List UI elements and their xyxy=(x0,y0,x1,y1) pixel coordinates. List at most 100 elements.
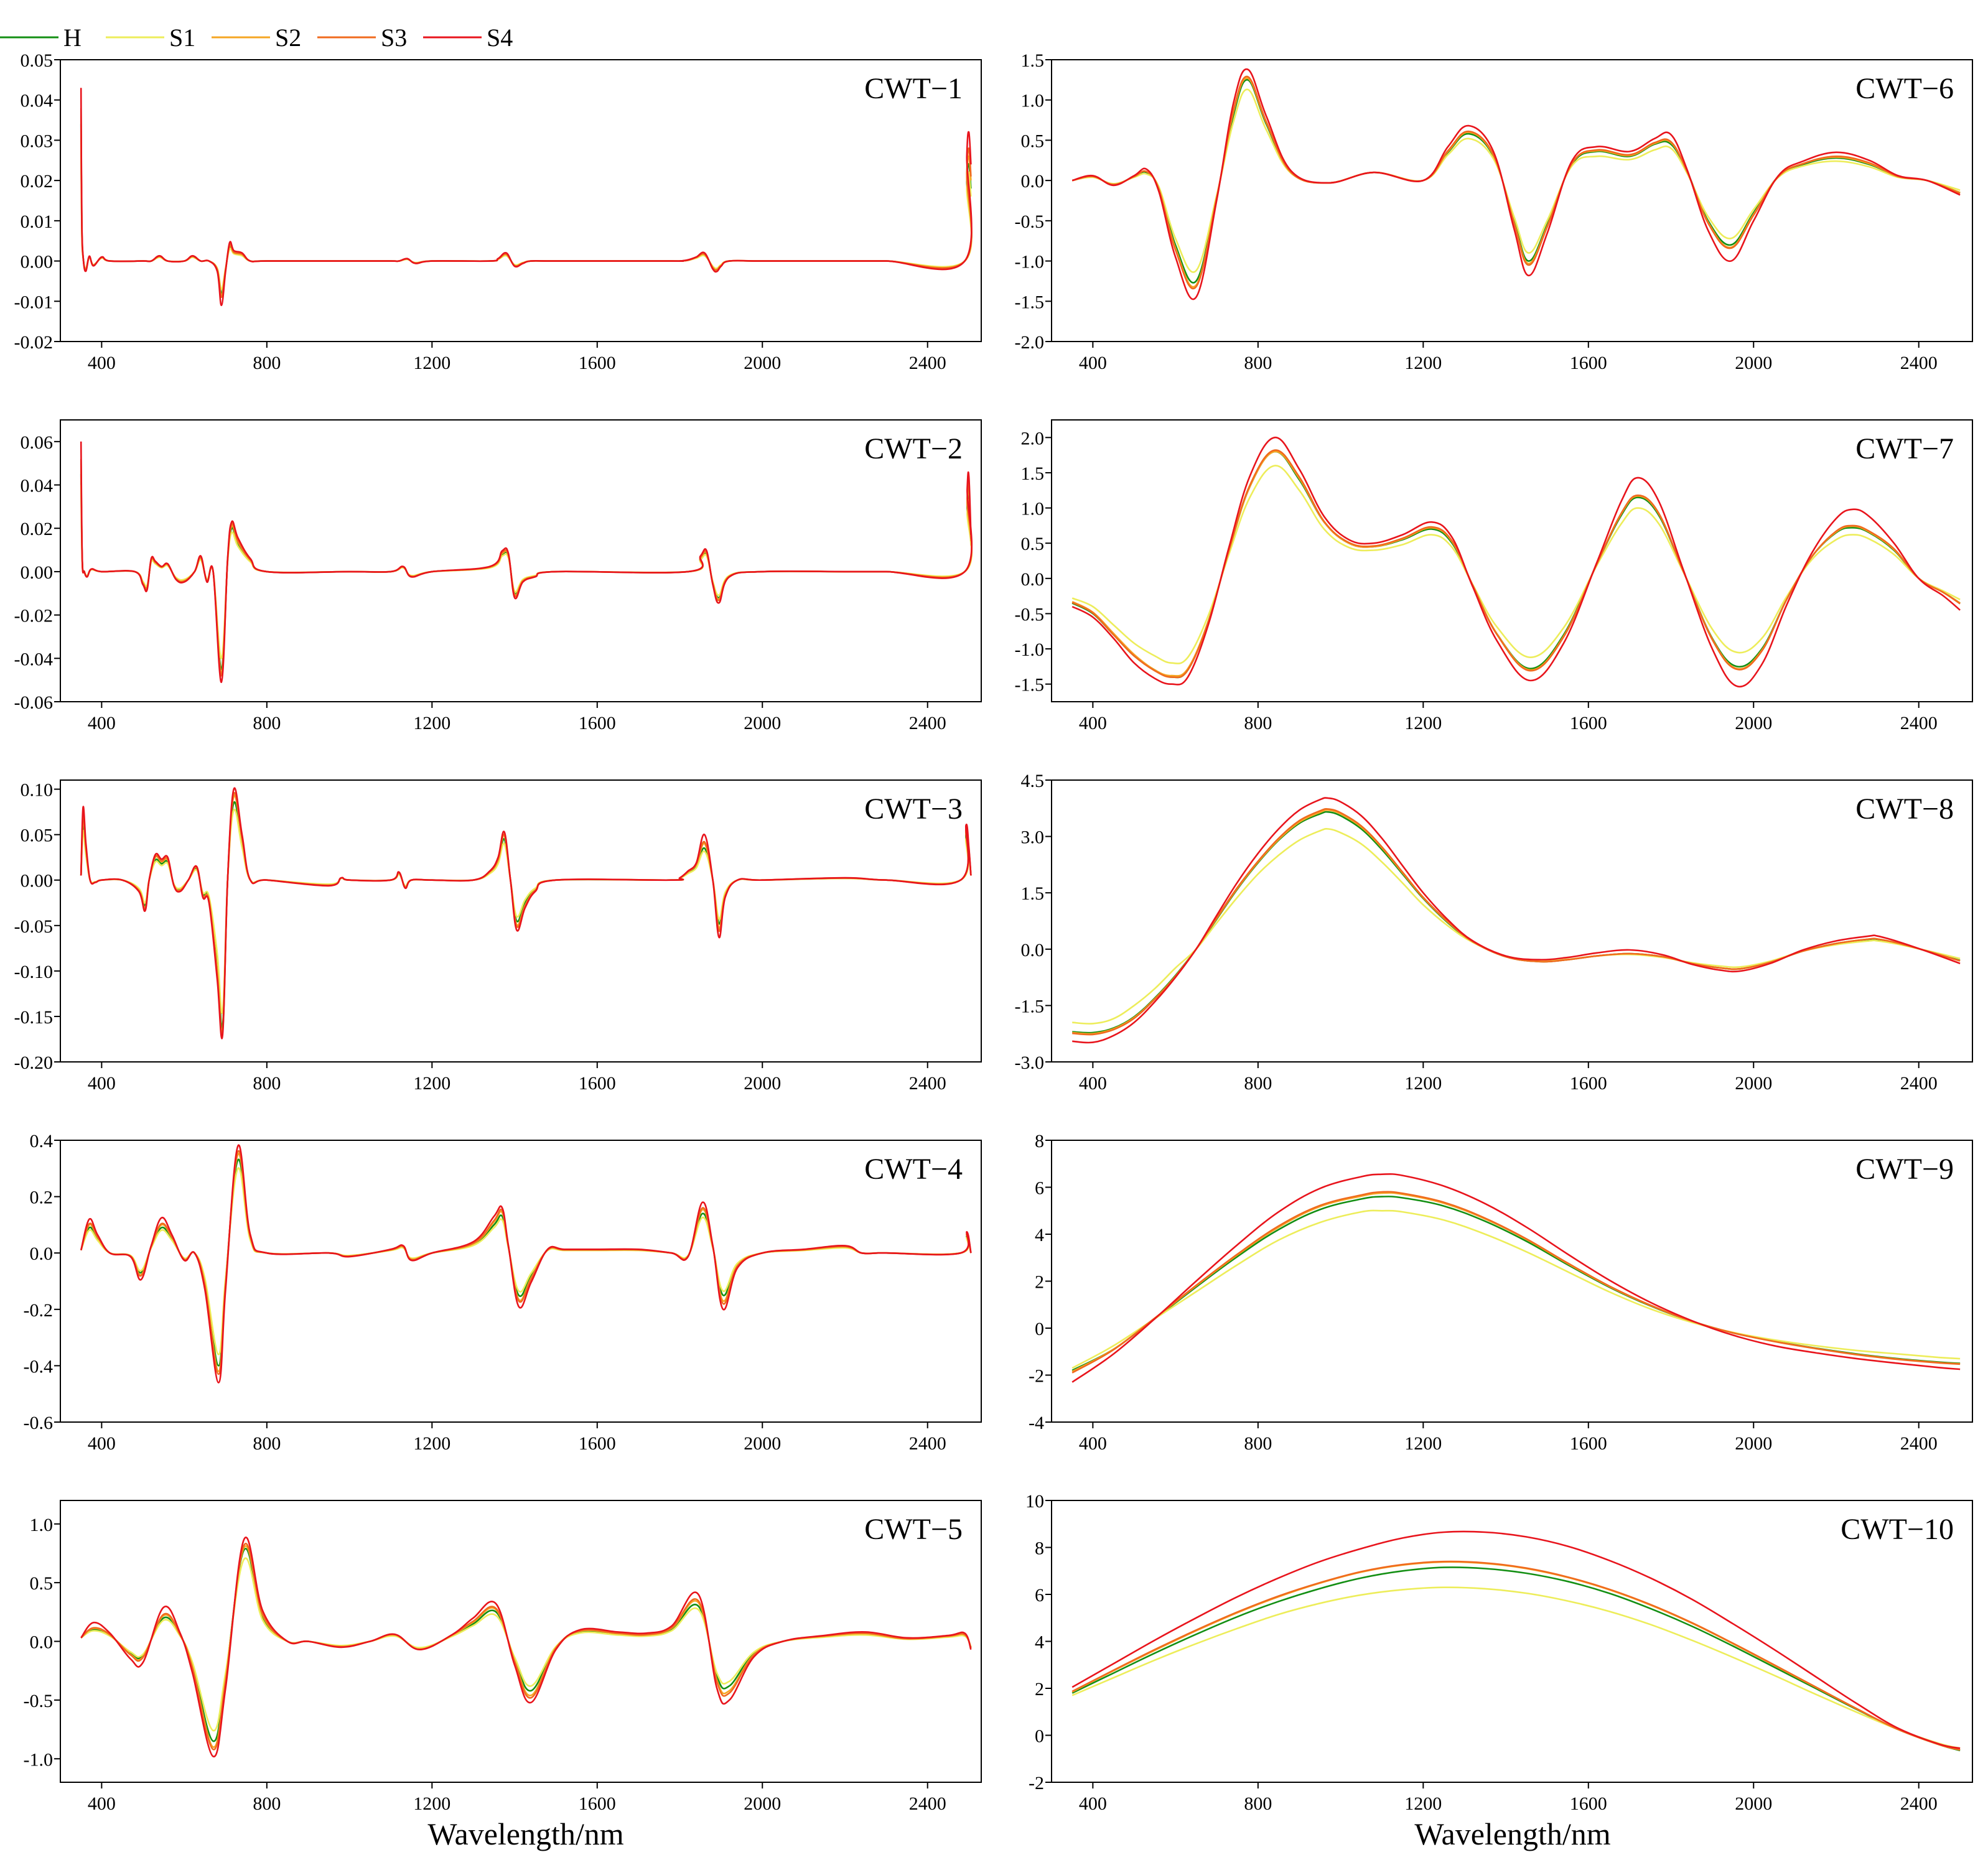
x-tick-label: 2400 xyxy=(1900,1073,1938,1094)
y-tick-label: 0.5 xyxy=(30,1573,54,1594)
y-tick-label: 4 xyxy=(1035,1632,1044,1653)
legend-label: S4 xyxy=(487,24,513,52)
series-line-s3 xyxy=(80,108,973,299)
y-tick-label: 6 xyxy=(1035,1178,1044,1199)
x-tick-label: 2000 xyxy=(744,353,781,373)
y-tick-label: -0.20 xyxy=(14,1053,54,1073)
plot-frame xyxy=(60,1140,982,1423)
series-line-s3 xyxy=(80,1542,972,1751)
x-tick-label: 2000 xyxy=(1735,1433,1772,1454)
x-tick-label: 1200 xyxy=(413,1793,450,1814)
y-tick-label: 0.05 xyxy=(21,826,54,846)
x-tick-label: 800 xyxy=(1244,1793,1272,1814)
series-line-s3 xyxy=(80,458,973,677)
series-line-h xyxy=(80,124,973,294)
legend-item-h: H xyxy=(0,24,82,52)
plot-frame xyxy=(60,1500,982,1783)
y-tick-label: 0.0 xyxy=(1021,940,1045,960)
x-tick-label: 2400 xyxy=(909,353,946,373)
x-tick-label: 2000 xyxy=(744,713,781,733)
x-tick-label: 800 xyxy=(1244,1073,1272,1094)
series-line-s2 xyxy=(80,463,973,675)
y-tick-label: -0.5 xyxy=(24,1691,54,1711)
x-tick-label: 1200 xyxy=(413,1073,450,1094)
plot-frame xyxy=(60,59,982,342)
x-tick-label: 800 xyxy=(253,713,281,733)
y-tick-label: 0.02 xyxy=(21,171,54,192)
y-tick-label: 0.03 xyxy=(21,131,54,151)
panel-title: CWT−9 xyxy=(1855,1153,1954,1186)
y-tick-label: 1.0 xyxy=(30,1515,54,1535)
legend-item-s4: S4 xyxy=(423,24,513,52)
y-tick-label: -0.05 xyxy=(14,916,54,937)
series-line-s2 xyxy=(80,794,972,1035)
series-line-s3 xyxy=(1071,75,1961,290)
plot-frame xyxy=(60,419,982,702)
panel-title: CWT−4 xyxy=(864,1153,963,1186)
x-tick-label: 400 xyxy=(88,713,116,733)
y-tick-label: 8 xyxy=(1035,1538,1044,1559)
x-tick-label: 800 xyxy=(253,353,281,373)
y-tick-label: -1.0 xyxy=(24,1749,54,1770)
series-group xyxy=(1071,1173,1961,1383)
x-axis-label-right: Wavelength/nm xyxy=(1414,1816,1610,1851)
x-tick-label: 1600 xyxy=(579,353,616,373)
y-tick-label: 2.0 xyxy=(1021,428,1045,449)
y-tick-label: 0.04 xyxy=(21,476,54,496)
series-line-s2 xyxy=(1071,450,1961,677)
panels: 400 800 1200 1600 2000 2400-0.02-0.010.000.01… xyxy=(14,50,1973,1814)
panel-cwt-3: 400 800 1200 1600 2000 2400 -0.20 -0.15 -0.10 -0.… xyxy=(14,779,982,1094)
x-tick-label: 1600 xyxy=(579,1793,616,1814)
series-line-h xyxy=(1072,811,1961,1034)
panel-cwt-10: 400 800 1200 1600 2000 2400 -2 0 2 4 6 8 10 CWT−10 xyxy=(1025,1491,1973,1814)
y-tick-label: 0.01 xyxy=(21,212,54,232)
x-tick-label: 800 xyxy=(253,1073,281,1094)
legend-label: H xyxy=(63,24,82,52)
y-tick-label: 1.5 xyxy=(1021,463,1045,484)
y-tick-label: 0.0 xyxy=(30,1632,54,1653)
series-line-s4 xyxy=(1071,1173,1961,1383)
x-tick-label: 1200 xyxy=(1404,1433,1442,1454)
x-tick-label: 400 xyxy=(88,1433,116,1454)
x-tick-label: 1200 xyxy=(413,353,450,373)
x-tick-label: 1200 xyxy=(1404,353,1442,373)
x-tick-label: 2400 xyxy=(1900,1433,1938,1454)
x-tick-label: 400 xyxy=(1079,1793,1107,1814)
series-line-s1 xyxy=(1071,1209,1961,1369)
y-tick-label: 2 xyxy=(1035,1679,1044,1700)
panel-title: CWT−7 xyxy=(1855,432,1954,465)
series-line-s4 xyxy=(1071,437,1961,688)
x-tick-label: 1600 xyxy=(1570,1433,1607,1454)
panel-cwt-5: 400 800 1200 1600 2000 2400 -1.0 -0.5 0.0 0.5 1.0 C… xyxy=(24,1500,982,1814)
panel-cwt-4: 400 800 1200 1600 2000 2400 -0.6 -0.4 -0.2 0.0 0.2… xyxy=(24,1131,982,1454)
plot-frame xyxy=(1051,59,1973,342)
x-tick-label: 1200 xyxy=(1404,1073,1442,1094)
legend-label: S3 xyxy=(381,24,407,52)
x-tick-label: 400 xyxy=(1079,713,1107,733)
y-tick-label: 8 xyxy=(1035,1131,1044,1151)
series-line-s4 xyxy=(80,441,973,683)
series-line-s3 xyxy=(1071,449,1961,679)
y-tick-label: -0.04 xyxy=(14,649,54,669)
x-tick-label: 800 xyxy=(1244,1433,1272,1454)
series-group xyxy=(80,1537,972,1757)
y-tick-label: 0 xyxy=(1035,1319,1044,1339)
y-tick-label: -0.15 xyxy=(14,1007,54,1028)
series-line-s3 xyxy=(1072,807,1961,1036)
legend-item-s2: S2 xyxy=(212,24,301,52)
x-tick-label: 2000 xyxy=(744,1433,781,1454)
series-group xyxy=(80,88,973,307)
panel-title: CWT−8 xyxy=(1855,793,1954,826)
y-tick-label: -2 xyxy=(1029,1773,1044,1793)
series-line-s2 xyxy=(80,116,973,297)
x-tick-label: 2400 xyxy=(909,1793,946,1814)
y-tick-label: 0.02 xyxy=(21,519,54,539)
y-tick-label: 4.5 xyxy=(1021,771,1045,791)
legend-item-s3: S3 xyxy=(317,24,407,52)
panel-cwt-8: 400 800 1200 1600 2000 2400 -3.0 -1.5 0.0 1.5 3.0 4… xyxy=(1015,771,1973,1094)
series-line-s1 xyxy=(80,1557,972,1732)
panel-title: CWT−2 xyxy=(864,432,963,465)
y-tick-label: 10 xyxy=(1025,1491,1044,1512)
y-tick-label: -1.5 xyxy=(1015,292,1045,312)
